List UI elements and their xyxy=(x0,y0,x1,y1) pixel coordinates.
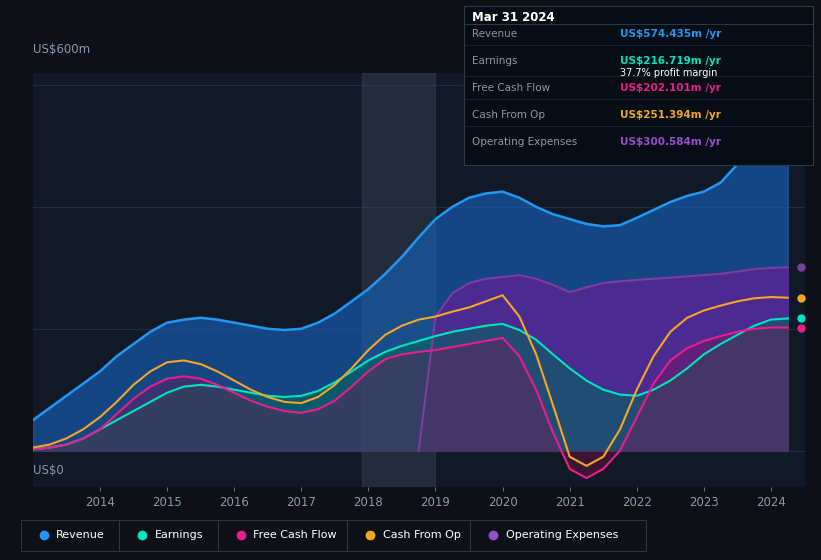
Text: Free Cash Flow: Free Cash Flow xyxy=(472,83,550,93)
Text: US$216.719m /yr: US$216.719m /yr xyxy=(620,56,721,66)
Text: Operating Expenses: Operating Expenses xyxy=(472,137,577,147)
Text: Revenue: Revenue xyxy=(56,530,105,540)
Text: Earnings: Earnings xyxy=(155,530,204,540)
Text: Cash From Op: Cash From Op xyxy=(383,530,461,540)
FancyBboxPatch shape xyxy=(218,520,362,551)
Text: Cash From Op: Cash From Op xyxy=(472,110,545,120)
Text: Mar 31 2024: Mar 31 2024 xyxy=(472,11,555,24)
Text: Free Cash Flow: Free Cash Flow xyxy=(254,530,337,540)
FancyBboxPatch shape xyxy=(470,520,645,551)
Bar xyxy=(362,73,435,487)
Text: Revenue: Revenue xyxy=(472,29,517,39)
FancyBboxPatch shape xyxy=(119,520,233,551)
FancyBboxPatch shape xyxy=(347,520,485,551)
FancyBboxPatch shape xyxy=(21,520,135,551)
Text: US$0: US$0 xyxy=(33,464,63,477)
Text: Operating Expenses: Operating Expenses xyxy=(506,530,618,540)
Text: US$574.435m /yr: US$574.435m /yr xyxy=(620,29,721,39)
Text: Earnings: Earnings xyxy=(472,56,517,66)
Text: US$251.394m /yr: US$251.394m /yr xyxy=(620,110,721,120)
Text: 37.7% profit margin: 37.7% profit margin xyxy=(620,68,718,78)
Text: US$202.101m /yr: US$202.101m /yr xyxy=(620,83,721,93)
Text: US$300.584m /yr: US$300.584m /yr xyxy=(620,137,721,147)
Text: US$600m: US$600m xyxy=(33,43,90,56)
